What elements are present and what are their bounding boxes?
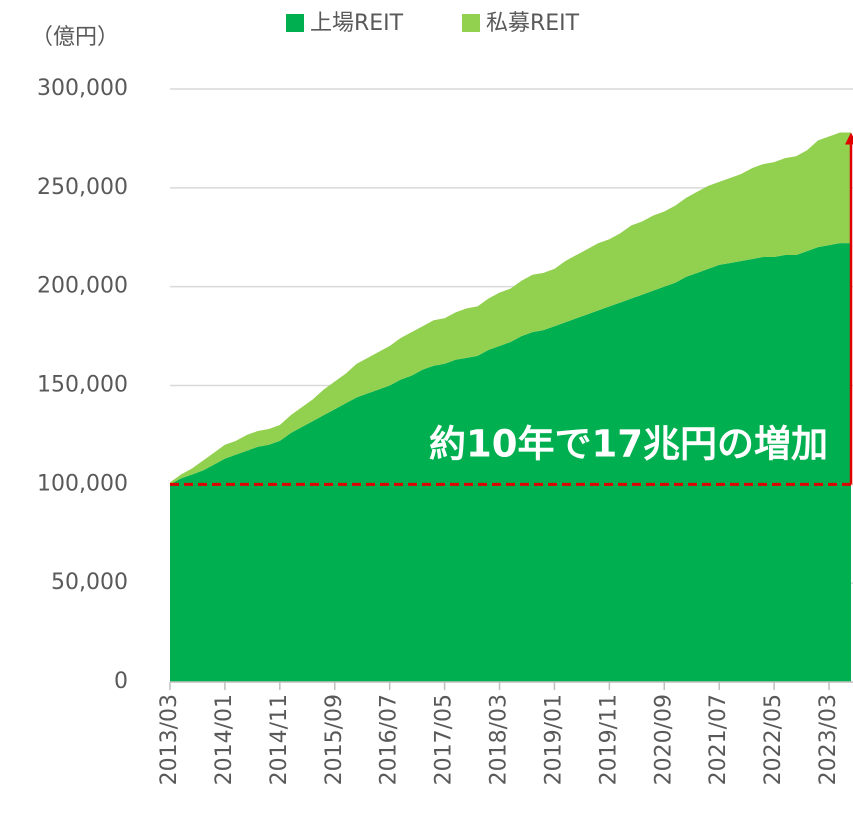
arrow-head	[845, 132, 853, 145]
y-tick-label: 0	[114, 669, 128, 694]
y-tick-label: 250,000	[37, 175, 128, 200]
x-tick-label: 2017/05	[432, 694, 457, 785]
x-tick-label: 2019/11	[596, 694, 621, 785]
x-tick-label: 2014/01	[212, 694, 237, 785]
area	[170, 132, 851, 485]
x-tick-label: 2016/07	[377, 694, 402, 785]
legend-swatch	[286, 14, 304, 32]
area	[170, 243, 851, 682]
y-tick-label: 100,000	[37, 471, 128, 496]
x-tick-label: 2018/03	[487, 694, 512, 785]
x-tick-label: 2014/11	[267, 694, 292, 785]
legend-label: 私募REIT	[486, 11, 580, 36]
legend-swatch	[462, 14, 480, 32]
x-tick-label: 2023/03	[816, 694, 841, 785]
legend-label: 上場REIT	[310, 11, 404, 36]
x-tick-label: 2021/07	[706, 694, 731, 785]
x-tick-label: 2015/09	[322, 694, 347, 785]
x-tick-label: 2022/05	[761, 694, 786, 785]
y-tick-label: 200,000	[37, 274, 128, 299]
x-tick-label: 2019/01	[541, 694, 566, 785]
unit-label: （億円）	[31, 25, 119, 50]
y-tick-label: 50,000	[51, 570, 128, 595]
y-tick-label: 300,000	[37, 76, 128, 101]
annotation: 約10年で17兆円の増加	[429, 423, 828, 466]
x-tick-label: 2013/03	[157, 694, 182, 785]
y-tick-label: 150,000	[37, 373, 128, 398]
x-tick-label: 2020/09	[651, 694, 676, 785]
